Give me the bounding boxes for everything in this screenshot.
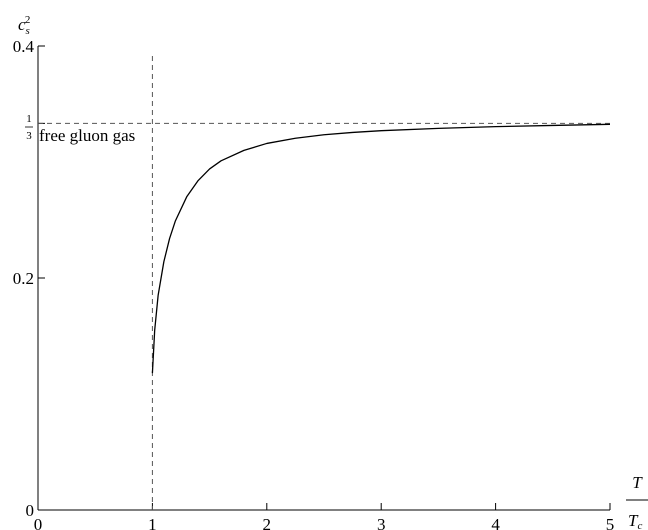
- x-tick-label: 5: [606, 515, 615, 530]
- free-gluon-gas-label: 1 3 free gluon gas: [25, 113, 135, 145]
- y-tick-label: 0.2: [13, 269, 34, 288]
- x-tick-label: 0: [34, 515, 43, 530]
- x-axis-title-den-sub: c: [637, 520, 642, 530]
- y-tick-label: 0.4: [13, 37, 35, 56]
- y-tick-label: 0: [26, 501, 35, 520]
- x-tick-label: 1: [148, 515, 157, 530]
- free-gluon-gas-annotation: free gluon gas: [39, 126, 135, 145]
- reference-lines: [38, 56, 610, 510]
- y-axis-title: cs2: [18, 14, 30, 37]
- ticks-group: 0 1 2 3 4 5 0 0.2 0.4: [13, 37, 615, 530]
- third-fraction-denominator: 3: [26, 130, 32, 142]
- y-axis-title-sup: 2: [25, 14, 31, 26]
- x-tick-label: 3: [377, 515, 386, 530]
- x-axis-title-den-base: T: [628, 511, 639, 530]
- x-axis-title-denominator: Tc: [628, 511, 642, 530]
- y-axis-title-sub: s: [26, 25, 30, 37]
- speed-of-sound-curve: [151, 123, 611, 374]
- x-axis-title: T Tc: [626, 473, 648, 530]
- y-axis-title-base: c: [18, 15, 26, 34]
- x-axis-title-numerator: T: [632, 473, 643, 492]
- x-tick-label: 4: [491, 515, 500, 530]
- series-group: [151, 123, 611, 374]
- third-fraction-numerator: 1: [26, 113, 32, 125]
- x-tick-label: 2: [263, 515, 272, 530]
